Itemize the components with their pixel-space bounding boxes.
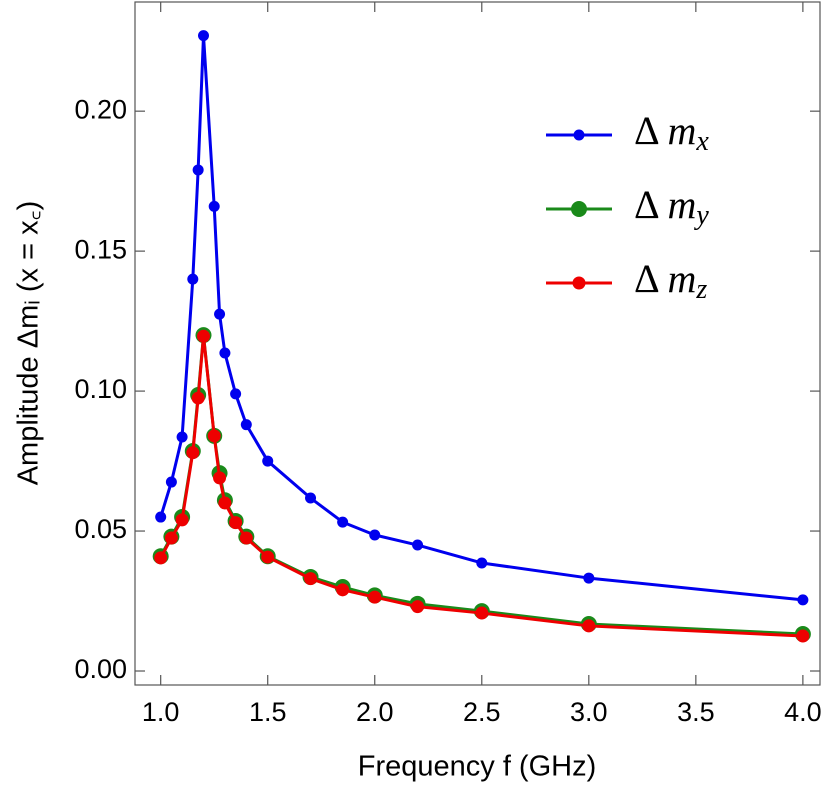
data-point [475,606,489,620]
data-point [412,539,424,551]
legend-label: Δ my [634,182,709,231]
data-point [192,164,204,176]
data-point [230,388,242,400]
x-tick-label: 1.0 [142,697,180,727]
x-tick-label: 4.0 [784,697,822,727]
data-point [154,551,168,565]
data-point [214,308,226,320]
x-tick-label: 2.0 [356,697,394,727]
data-point [476,557,488,569]
data-point [198,30,209,42]
x-tick-label: 1.5 [249,697,287,727]
y-tick-label: 0.20 [74,94,127,124]
data-point [155,511,167,523]
data-point [187,273,199,285]
data-point [796,629,810,643]
data-point [583,572,595,584]
data-point [368,590,382,604]
data-point [240,419,252,431]
legend-marker [571,201,587,217]
data-point [304,572,318,586]
data-point [305,492,317,504]
data-point [262,455,274,467]
data-point [411,600,425,614]
data-point [191,391,205,405]
data-point [165,476,177,488]
data-point [261,550,275,564]
data-point [219,347,231,359]
x-axis-title: Frequency f (GHz) [358,751,597,783]
data-point [213,471,227,485]
y-tick-label: 0.05 [74,514,127,544]
legend-label: Δ mz [634,256,707,305]
series-line [159,34,804,602]
data-point [239,531,253,545]
data-point [207,429,221,443]
data-point [197,329,210,343]
y-axis-title: Amplitude Δmᵢ (x = x꜀) [13,201,45,486]
data-point [336,583,350,597]
plot-frame [134,1,821,686]
x-tick-label: 2.5 [463,697,501,727]
data-point [176,431,188,443]
data-point [797,594,809,606]
legend-marker [573,129,585,141]
data-point [208,200,220,212]
y-tick-label: 0.10 [74,374,127,404]
y-tick-label: 0.00 [74,654,127,684]
data-point [164,531,178,545]
legend-marker [572,276,586,290]
data-point [186,446,200,460]
y-tick-label: 0.15 [74,234,127,264]
data-point [582,619,596,633]
data-point [175,513,189,527]
data-point [218,496,232,510]
x-tick-label: 3.5 [677,697,715,727]
data-point [337,516,349,528]
data-point [369,529,381,541]
legend-label: Δ mx [634,108,709,157]
data-point [229,516,243,530]
x-tick-label: 3.0 [570,697,608,727]
